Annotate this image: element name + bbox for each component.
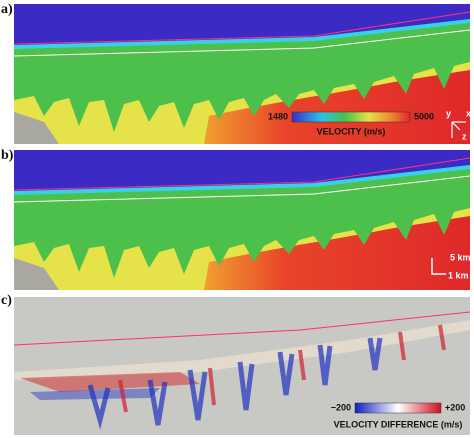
scale-bar [431,258,446,275]
panel-label: a) [1,2,13,17]
colorbar [354,402,442,414]
axes-icon [451,121,466,138]
axis-z: z [462,131,467,141]
velocity-image [12,148,472,292]
velocity-image [12,2,472,146]
panel-label: c) [1,293,12,308]
axis-y: y [446,108,451,118]
scale-vertical: 1 km [448,270,469,280]
axis-x: x [466,108,471,118]
colorbar [291,111,411,123]
panel-b: b) 5 km 1 km [1,148,472,292]
colorbar-min: 1480 [268,111,288,121]
colorbar-max: +200 [445,402,465,412]
colorbar-max: 5000 [414,111,434,121]
panel-c: c) −200 +200 VELOCITY DIFFERENCE (m/s) [1,293,471,435]
colorbar-title: VELOCITY (m/s) [317,126,386,136]
colorbar-title: VELOCITY DIFFERENCE (m/s) [334,419,463,429]
colorbar-min: −200 [331,402,351,412]
panel-a: a) 1480 5000 VELOCITY (m/s) x y z [1,2,472,146]
panel-label: b) [1,148,14,163]
scale-horizontal: 5 km [450,252,471,262]
